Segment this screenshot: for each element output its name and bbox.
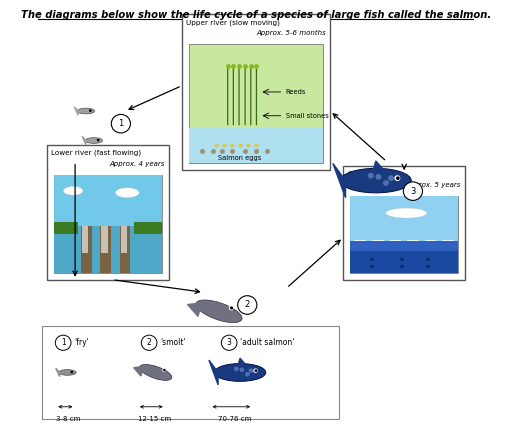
FancyBboxPatch shape <box>54 222 77 234</box>
Circle shape <box>229 306 233 310</box>
Text: 2: 2 <box>147 338 152 347</box>
FancyBboxPatch shape <box>350 196 458 241</box>
FancyBboxPatch shape <box>121 226 127 253</box>
Text: Salmon eggs: Salmon eggs <box>218 155 262 161</box>
Circle shape <box>255 370 257 371</box>
Polygon shape <box>209 360 218 385</box>
Polygon shape <box>373 161 383 170</box>
Circle shape <box>163 369 165 371</box>
Circle shape <box>254 369 257 372</box>
Circle shape <box>230 307 232 309</box>
Ellipse shape <box>196 300 242 323</box>
Text: Approx. 5-6 months: Approx. 5-6 months <box>256 30 326 36</box>
Circle shape <box>71 371 73 373</box>
Circle shape <box>55 335 71 350</box>
Text: 2: 2 <box>245 300 250 309</box>
Ellipse shape <box>59 370 76 375</box>
Circle shape <box>90 110 91 111</box>
Polygon shape <box>74 107 78 115</box>
Polygon shape <box>333 164 346 198</box>
Ellipse shape <box>115 188 139 198</box>
Circle shape <box>141 335 157 350</box>
Circle shape <box>221 335 237 350</box>
Ellipse shape <box>77 108 95 114</box>
Ellipse shape <box>85 138 102 143</box>
Text: Upper river (slow moving): Upper river (slow moving) <box>186 19 280 26</box>
Text: 'adult salmon': 'adult salmon' <box>241 338 295 347</box>
Circle shape <box>97 139 99 141</box>
Text: 1: 1 <box>118 119 123 128</box>
FancyBboxPatch shape <box>182 14 330 170</box>
Circle shape <box>234 367 238 371</box>
Circle shape <box>240 368 244 371</box>
Text: 3: 3 <box>410 187 416 196</box>
FancyBboxPatch shape <box>54 226 162 273</box>
Text: 3-8 cm: 3-8 cm <box>56 416 80 422</box>
Text: 70-76 cm: 70-76 cm <box>218 416 251 422</box>
Circle shape <box>376 175 381 179</box>
FancyBboxPatch shape <box>54 175 162 273</box>
Polygon shape <box>82 136 86 145</box>
FancyBboxPatch shape <box>350 241 458 252</box>
Circle shape <box>389 176 393 180</box>
Ellipse shape <box>215 364 266 381</box>
FancyBboxPatch shape <box>54 175 162 226</box>
Text: 'fry': 'fry' <box>74 338 89 347</box>
Ellipse shape <box>63 186 83 195</box>
Text: 3: 3 <box>227 338 231 347</box>
FancyBboxPatch shape <box>350 196 458 273</box>
Polygon shape <box>187 303 202 316</box>
Circle shape <box>111 114 131 133</box>
Text: 12-15 cm: 12-15 cm <box>138 416 171 422</box>
Circle shape <box>246 373 249 376</box>
Polygon shape <box>56 368 60 377</box>
Circle shape <box>403 182 422 201</box>
FancyBboxPatch shape <box>350 241 458 273</box>
Text: Small stones: Small stones <box>286 113 328 119</box>
Ellipse shape <box>386 208 427 218</box>
FancyBboxPatch shape <box>134 222 162 234</box>
Circle shape <box>397 177 399 179</box>
Ellipse shape <box>340 168 411 193</box>
Text: Open sea: Open sea <box>348 171 381 177</box>
Polygon shape <box>238 358 246 365</box>
Ellipse shape <box>139 365 172 380</box>
FancyBboxPatch shape <box>101 226 108 253</box>
FancyBboxPatch shape <box>120 226 131 273</box>
FancyBboxPatch shape <box>42 326 339 419</box>
Text: Lower river (fast flowing): Lower river (fast flowing) <box>51 150 141 156</box>
FancyBboxPatch shape <box>47 145 169 280</box>
FancyBboxPatch shape <box>82 226 89 253</box>
Circle shape <box>238 296 257 314</box>
Text: Reeds: Reeds <box>286 89 306 95</box>
Text: Approx. 5 years: Approx. 5 years <box>406 182 461 188</box>
Text: 1: 1 <box>61 338 66 347</box>
FancyBboxPatch shape <box>343 166 465 280</box>
FancyBboxPatch shape <box>81 226 92 273</box>
FancyBboxPatch shape <box>100 226 111 273</box>
FancyBboxPatch shape <box>189 128 323 163</box>
Text: The diagrams below show the life cycle of a species of large fish called the sal: The diagrams below show the life cycle o… <box>21 10 491 20</box>
Circle shape <box>164 369 165 371</box>
FancyBboxPatch shape <box>189 44 323 163</box>
Circle shape <box>249 369 253 372</box>
Circle shape <box>383 181 388 185</box>
Text: Approx. 4 years: Approx. 4 years <box>109 161 164 167</box>
Text: 'smolt': 'smolt' <box>160 338 186 347</box>
Circle shape <box>369 173 373 178</box>
Circle shape <box>395 176 400 180</box>
Polygon shape <box>134 366 143 376</box>
